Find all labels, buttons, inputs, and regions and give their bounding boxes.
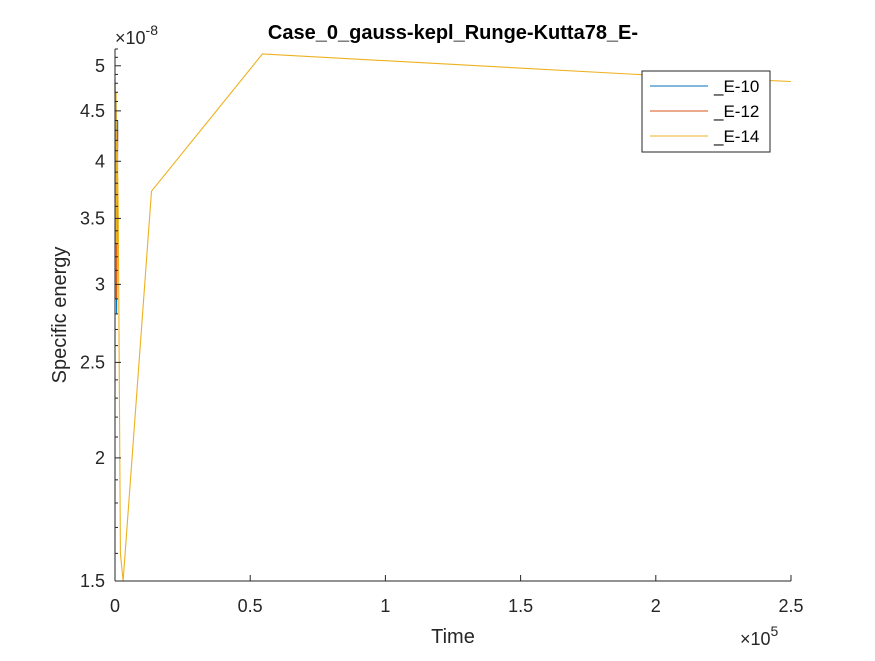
legend-label-2: _E-12 [713,102,759,121]
x-tick-label: 1 [380,596,390,616]
y-axis-exponent-power: -8 [146,22,159,38]
legend-label-1: _E-10 [713,77,759,96]
y-tick-label: 2 [95,448,105,468]
axes [114,48,792,582]
x-tick-label: 2 [651,596,661,616]
y-tick-label: 3.5 [80,208,105,228]
x-tick-label: 0 [110,596,120,616]
x-axis-exponent-power: 5 [771,623,779,639]
y-tick-label: 5 [95,56,105,76]
y-tick-label: 1.5 [80,571,105,591]
x-tick-label: 0.5 [238,596,263,616]
y-tick-label: 4 [95,151,105,171]
series-line-3 [114,53,792,582]
chart-title: Case_0_gauss-kepl_Runge-Kutta78_E- [268,22,638,44]
y-tick-label: 3 [95,274,105,294]
y-axis-label: Specific energy [49,247,71,384]
labels: 0 0.5 1 1.5 2 2.5 1.5 2 2.5 3 3.5 4 4.5 5 Case_0_gauss… [49,22,804,649]
y-tick-label: 4.5 [80,101,105,121]
legend[interactable]: _E-10 _E-12 _E-14 [641,70,771,153]
y-axis-exponent: ×10-8 [115,22,158,48]
x-tick-label: 2.5 [778,596,803,616]
x-tick-label: 1.5 [508,596,533,616]
legend-label-3: _E-14 [713,127,759,146]
y-tick-label: 2.5 [80,352,105,372]
x-axis-label: Time [431,626,475,648]
x-axis-exponent: ×105 [740,623,779,649]
